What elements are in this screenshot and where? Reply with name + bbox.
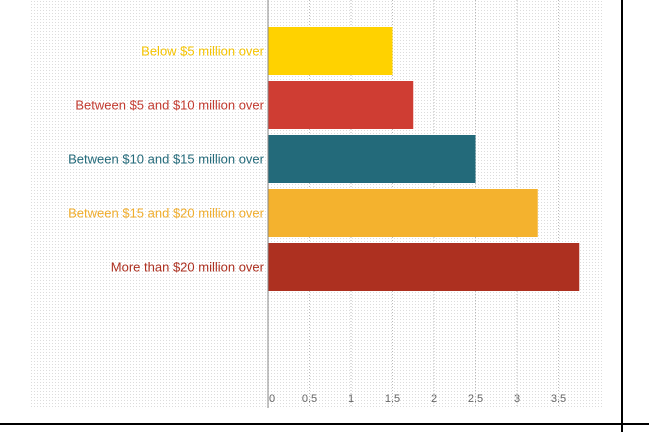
category-labels: Below $5 million over Between $5 and $10 … — [68, 44, 265, 275]
x-tick-0: 0 — [269, 393, 275, 405]
x-tick-2-5: 2.5 — [468, 393, 483, 405]
bars — [268, 27, 580, 291]
bar-between-10-and-15-million-over — [268, 135, 476, 183]
category-label-between-5-and-10-million-over: Between $5 and $10 million over — [75, 98, 264, 113]
category-label-more-than-20-million-over: More than $20 million over — [111, 260, 265, 275]
x-tick-1: 1 — [348, 393, 354, 405]
category-label-between-15-and-20-million-over: Between $15 and $20 million over — [68, 206, 265, 221]
x-tick-labels: 0 0.5 1 1.5 2 2.5 3 3.5 — [269, 393, 566, 405]
x-tick-2: 2 — [431, 393, 437, 405]
x-tick-1-5: 1.5 — [385, 393, 400, 405]
x-tick-3-5: 3.5 — [551, 393, 566, 405]
x-tick-3: 3 — [514, 393, 520, 405]
category-label-between-10-and-15-million-over: Between $10 and $15 million over — [68, 152, 265, 167]
bar-below-5-million-over — [268, 27, 393, 75]
bar-more-than-20-million-over — [268, 243, 580, 291]
bar-between-15-and-20-million-over — [268, 189, 538, 237]
category-label-below-5-million-over: Below $5 million over — [141, 44, 265, 59]
x-tick-0-5: 0.5 — [302, 393, 317, 405]
bar-between-5-and-10-million-over — [268, 81, 414, 129]
